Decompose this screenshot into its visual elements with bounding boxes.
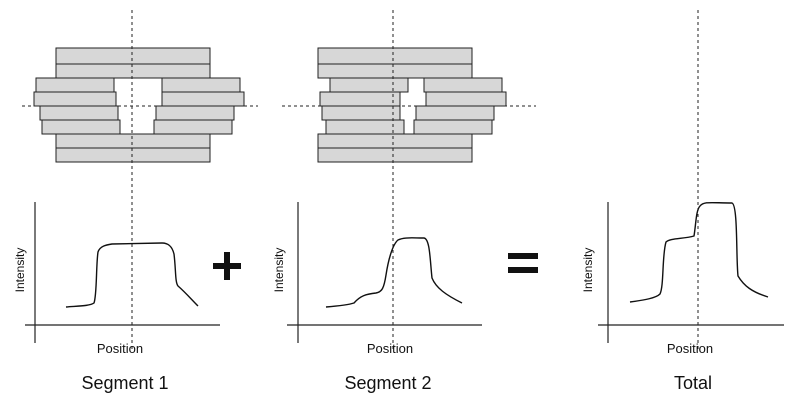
brick [33, 91, 117, 107]
equals-symbol-text: = [523, 265, 524, 267]
segment-1-intensity-curve [65, 242, 199, 308]
segment-1-panel: Intensity Position Segment 1 [13, 10, 258, 393]
segment-1-axes [25, 202, 220, 343]
brick [415, 105, 495, 121]
segment-2-panel: Intensity Position Segment 2 [272, 10, 536, 393]
total-x-label: Position [667, 341, 713, 356]
segment-2-axes [287, 202, 482, 343]
brick [317, 47, 473, 65]
brick [423, 77, 503, 93]
total-panel: Intensity Position Total [581, 10, 784, 393]
brick [55, 147, 211, 163]
brick [321, 105, 401, 121]
brick [35, 77, 115, 93]
total-y-label: Intensity [581, 248, 595, 293]
brick [55, 63, 211, 79]
segment-1-x-label: Position [97, 341, 143, 356]
segment-1-plot: Intensity Position [13, 202, 220, 356]
segment-2-block-stack [317, 47, 507, 163]
total-axes [598, 202, 784, 343]
equals-operator: = [508, 253, 538, 273]
brick [425, 91, 507, 107]
segment-1-caption: Segment 1 [81, 373, 168, 393]
segment-2-plot: Intensity Position [272, 202, 482, 356]
total-intensity-curve [629, 201, 769, 303]
brick [41, 119, 121, 135]
brick [55, 133, 211, 149]
segment-2-y-label: Intensity [272, 248, 286, 293]
segment-1-y-label: Intensity [13, 248, 27, 293]
segment-2-intensity-curve [325, 237, 463, 308]
brick [413, 119, 493, 135]
total-plot: Intensity Position [581, 201, 784, 356]
brick [317, 147, 473, 163]
brick [161, 77, 241, 93]
segment-2-x-label: Position [367, 341, 413, 356]
brick [329, 77, 409, 93]
brick [39, 105, 119, 121]
brick [317, 63, 473, 79]
brick [325, 119, 405, 135]
brick [319, 91, 401, 107]
brick [161, 91, 245, 107]
plus-operator: + [213, 252, 241, 280]
brick [155, 105, 235, 121]
brick [317, 133, 473, 149]
segment-1-block-stack [33, 47, 245, 163]
segment-2-caption: Segment 2 [344, 373, 431, 393]
brick [55, 47, 211, 65]
total-caption: Total [674, 373, 712, 393]
brick [153, 119, 233, 135]
